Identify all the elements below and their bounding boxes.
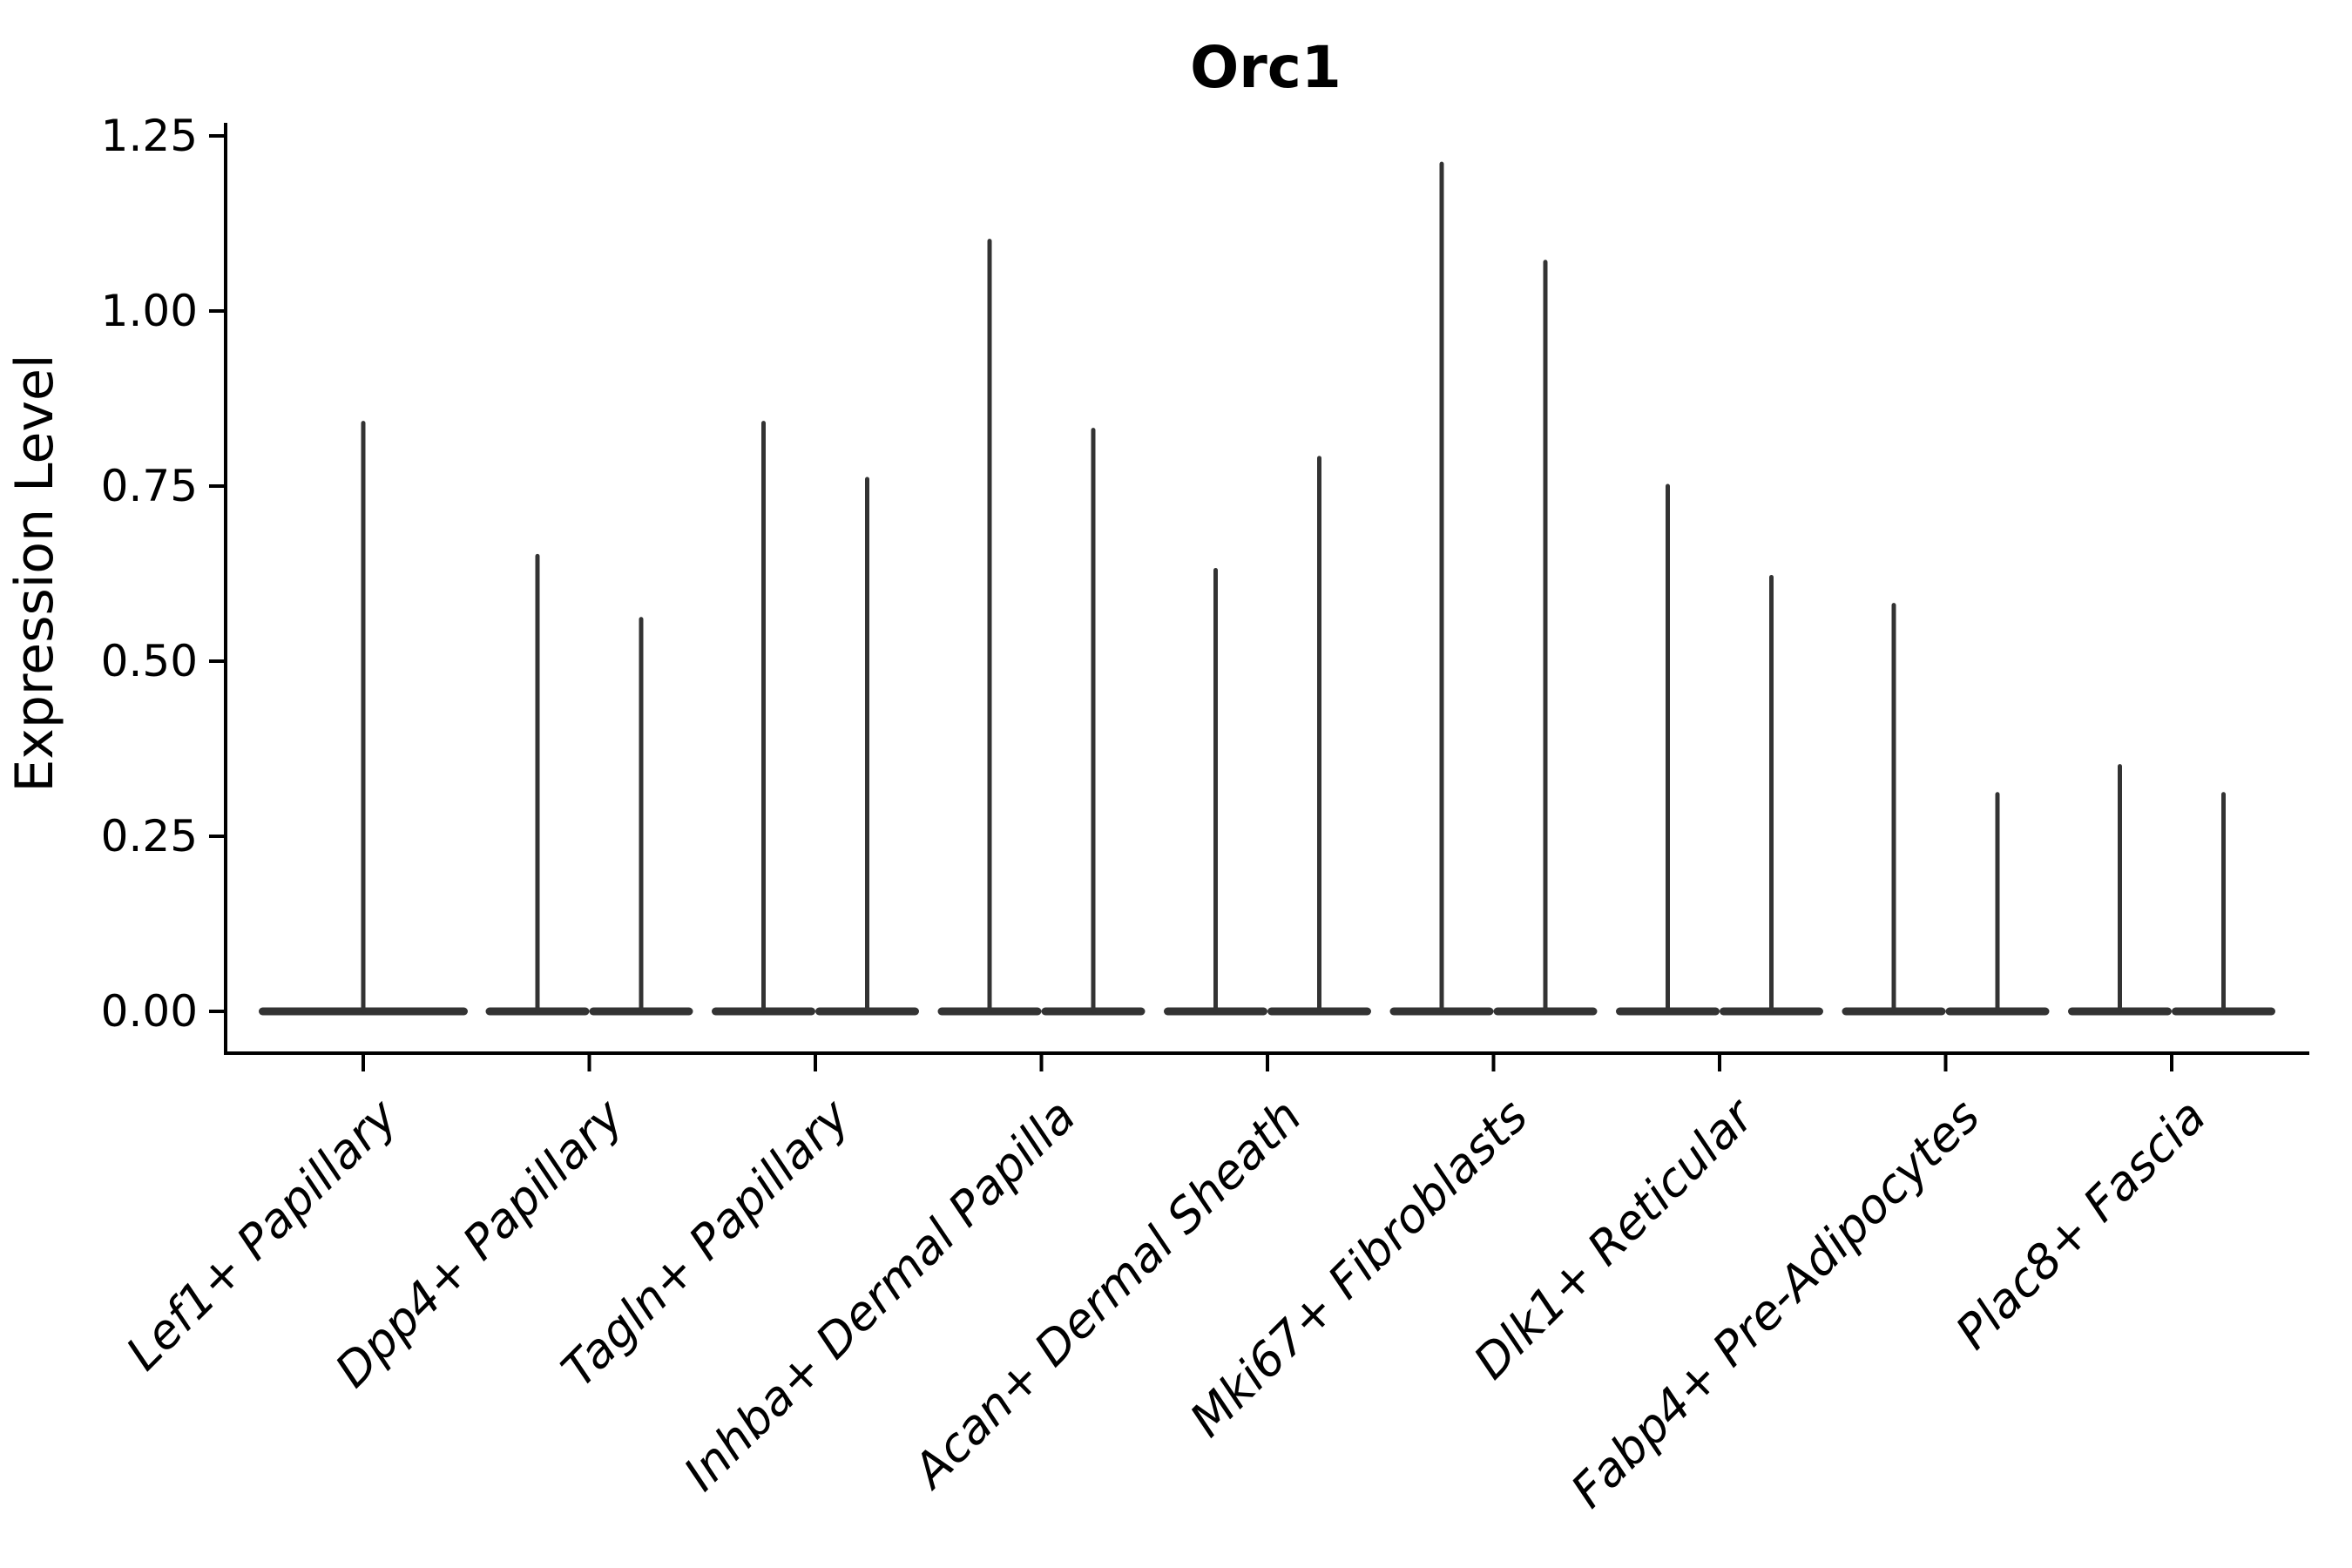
violin — [1389, 161, 1494, 1016]
violin — [1616, 483, 1720, 1016]
y-tick-label: 1.00 — [101, 286, 198, 336]
y-axis-label: Expression Level — [4, 354, 65, 792]
y-tick-label: 0.25 — [101, 811, 198, 862]
violin — [712, 421, 815, 1016]
y-tick-label: 0.00 — [101, 986, 198, 1037]
x-tick-label: Acan+ Dermal Sheath — [901, 1089, 1312, 1500]
violin — [1164, 567, 1267, 1016]
y-tick-label: 0.50 — [101, 636, 198, 686]
chart-title: Orc1 — [1190, 34, 1342, 101]
violin — [589, 617, 693, 1016]
violin — [937, 239, 1042, 1016]
y-tick-label: 1.25 — [101, 111, 198, 161]
violin — [815, 476, 919, 1016]
violin — [1267, 456, 1371, 1016]
violin — [1842, 603, 1946, 1016]
violin — [1041, 428, 1146, 1016]
y-tick-label: 0.75 — [101, 461, 198, 511]
violin — [485, 553, 590, 1016]
x-tick-label: Fabp4+ Pre-Adipocytes — [1560, 1089, 1990, 1518]
violin — [1493, 260, 1598, 1016]
x-tick-label: Inhba+ Dermal Papilla — [673, 1089, 1086, 1502]
violin — [2068, 764, 2172, 1016]
violin — [259, 421, 468, 1016]
violin — [2172, 792, 2275, 1016]
y-tick-labels: 0.00 0.25 0.50 0.75 1.00 1.25 — [101, 111, 226, 1037]
violin — [1945, 792, 2050, 1016]
violins — [259, 161, 2275, 1016]
violin — [1720, 575, 1823, 1016]
